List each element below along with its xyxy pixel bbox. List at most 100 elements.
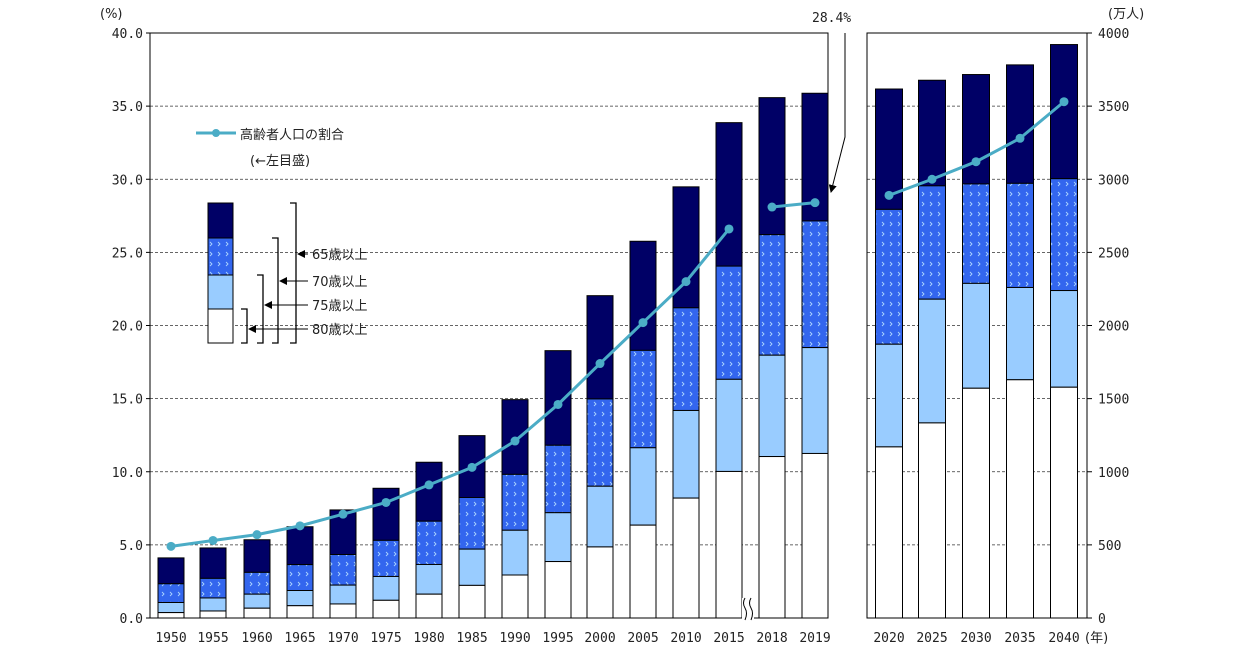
x-tick-1975: 1975	[370, 631, 401, 646]
line-segment	[170, 228, 731, 548]
bar-2015-70歳以上	[715, 265, 743, 380]
bar-2018-75歳以上	[758, 354, 786, 458]
y-left-tick: 35.0	[112, 100, 143, 115]
y-right-tick: 2500	[1098, 246, 1129, 261]
bar-1955-80歳以上	[199, 610, 227, 619]
x-tick-2010: 2010	[670, 631, 701, 646]
bar-1965-80歳以上	[286, 605, 314, 619]
line-point-2040	[1059, 97, 1069, 107]
bar-2035-65歳以上	[1006, 64, 1034, 184]
bar-2030-80歳以上	[962, 387, 990, 619]
bar-1955-65歳以上	[199, 547, 227, 579]
axis-break-gap	[742, 598, 754, 620]
x-unit-label: (年)	[1085, 631, 1108, 646]
x-tick-1970: 1970	[327, 631, 358, 646]
line-point-2015	[724, 224, 734, 234]
bar-1975-70歳以上	[372, 539, 400, 577]
bar-1990-70歳以上	[501, 473, 529, 531]
line-point-2030	[971, 157, 981, 167]
x-tick-1960: 1960	[241, 631, 272, 646]
bar-1985-70歳以上	[458, 496, 486, 550]
y-right-tick: 1500	[1098, 393, 1129, 408]
bar-1970-80歳以上	[329, 603, 357, 619]
bar-2019-75歳以上	[801, 347, 829, 454]
bar-1960-80歳以上	[243, 607, 271, 619]
bar-2025-70歳以上	[918, 185, 946, 300]
bar-2019-80歳以上	[801, 452, 829, 619]
y-right-tick: 3500	[1098, 100, 1129, 115]
line-point-2000	[595, 359, 605, 369]
line-segment	[771, 201, 816, 209]
legend-label-75歳以上: 75歳以上	[312, 299, 368, 314]
bar-2040-70歳以上	[1050, 178, 1078, 292]
legend-swatch-75歳以上	[207, 274, 234, 310]
bar-1965-70歳以上	[286, 564, 314, 592]
legend-bracket	[290, 202, 297, 344]
line-point-1995	[553, 399, 563, 409]
y-left-tick: 0.0	[120, 612, 143, 627]
bar-2000-70歳以上	[586, 398, 614, 487]
x-tick-1980: 1980	[413, 631, 444, 646]
x-tick-1990: 1990	[499, 631, 530, 646]
bar-1980-65歳以上	[415, 461, 443, 522]
bar-2020-70歳以上	[875, 208, 903, 345]
bar-1970-70歳以上	[329, 554, 357, 586]
bar-1990-80歳以上	[501, 574, 529, 619]
x-tick-2015: 2015	[713, 631, 744, 646]
line-point-1950	[166, 541, 176, 551]
y-left-tick: 25.0	[112, 246, 143, 261]
bar-1950-70歳以上	[157, 583, 185, 603]
axis-break-mark	[743, 597, 753, 621]
line-point-1965	[295, 521, 305, 531]
bar-1965-65歳以上	[286, 526, 314, 566]
bar-2005-80歳以上	[629, 524, 657, 619]
y-right-tick: 3000	[1098, 173, 1129, 188]
bar-2025-65歳以上	[918, 79, 946, 187]
x-tick-1955: 1955	[197, 631, 228, 646]
bar-2020-65歳以上	[875, 88, 903, 210]
bar-1985-75歳以上	[458, 548, 486, 586]
bar-1980-75歳以上	[415, 563, 443, 595]
line-point-2018	[767, 202, 777, 212]
bar-2018-80歳以上	[758, 456, 786, 619]
bar-2040-65歳以上	[1050, 44, 1078, 180]
bar-2030-70歳以上	[962, 183, 990, 284]
bar-2040-80歳以上	[1050, 386, 1078, 619]
bar-1950-75歳以上	[157, 601, 185, 614]
line-point-1955	[208, 535, 218, 545]
bar-1975-80歳以上	[372, 599, 400, 619]
bar-1960-70歳以上	[243, 571, 271, 595]
line-point-1975	[381, 497, 391, 507]
legend-swatch-65歳以上	[207, 202, 234, 239]
legend-bracket	[257, 274, 264, 344]
bar-1950-80歳以上	[157, 612, 185, 619]
annotation-label: 28.4%	[812, 11, 851, 26]
bar-2035-80歳以上	[1006, 379, 1034, 619]
x-tick-2005: 2005	[627, 631, 658, 646]
y-left-tick: 40.0	[112, 27, 143, 42]
x-tick-2025: 2025	[916, 631, 947, 646]
y-right-tick: 0	[1098, 612, 1106, 627]
bar-1990-75歳以上	[501, 529, 529, 576]
bar-2035-70歳以上	[1006, 182, 1034, 288]
bar-2010-80歳以上	[672, 497, 700, 619]
line-point-1960	[252, 530, 262, 540]
legend-bracket	[272, 237, 279, 344]
annotation-arrow	[828, 33, 846, 193]
y-right-tick: 500	[1098, 539, 1121, 554]
legend-label-80歳以上: 80歳以上	[312, 323, 368, 338]
legend-label-70歳以上: 70歳以上	[312, 275, 368, 290]
bar-2025-80歳以上	[918, 422, 946, 619]
bar-2015-65歳以上	[715, 122, 743, 267]
bar-2020-80歳以上	[875, 446, 903, 619]
legend-line-note: (←左目盛)	[250, 154, 310, 169]
x-tick-1995: 1995	[542, 631, 573, 646]
legend-line-marker	[212, 129, 220, 137]
y-left-tick: 15.0	[112, 393, 143, 408]
line-point-2035	[1015, 133, 1025, 143]
legend-swatch-80歳以上	[207, 308, 234, 344]
legend-bracket	[241, 308, 248, 344]
bar-2000-75歳以上	[586, 485, 614, 548]
